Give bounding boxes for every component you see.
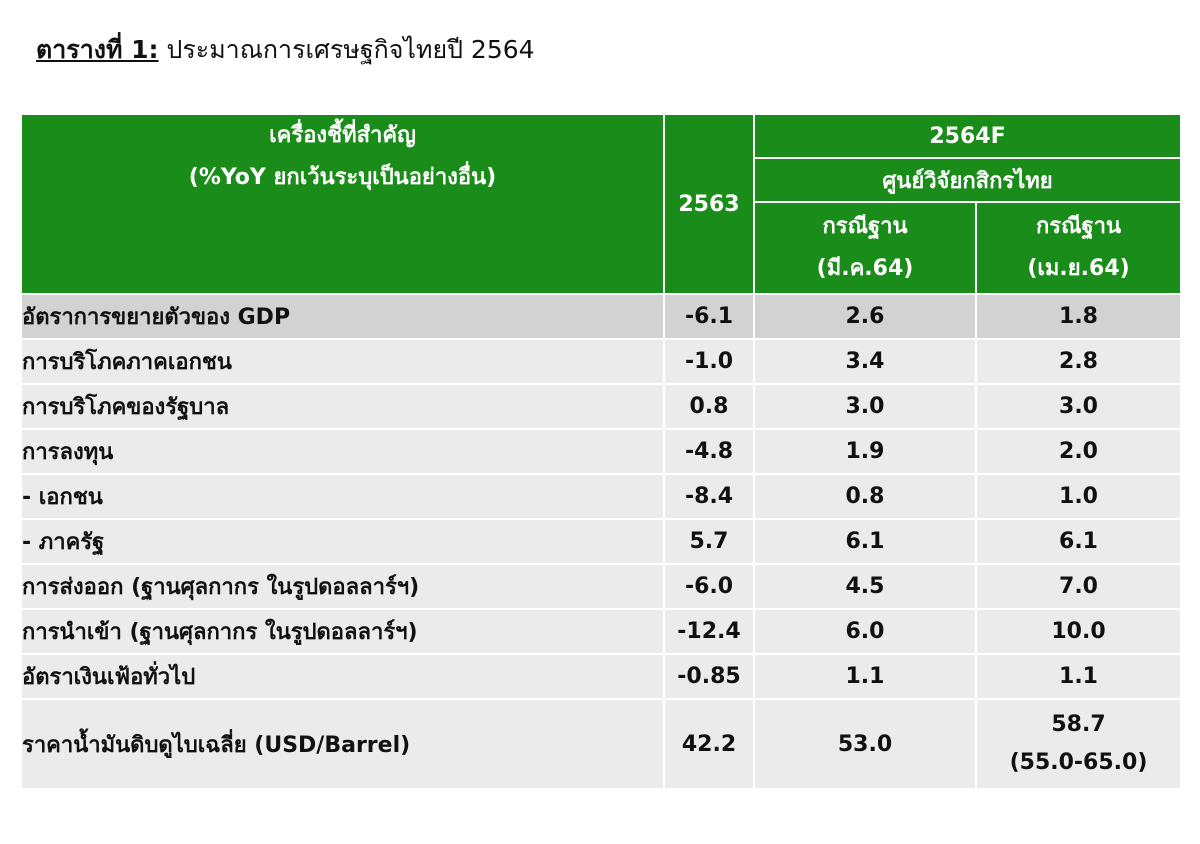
caption-text: ประมาณการเศรษฐกิจไทยปี 2564	[158, 35, 535, 64]
header-indicator: เครื่องชี้ที่สำคัญ (%YoY ยกเว้นระบุเป็นอ…	[20, 113, 665, 295]
cell-2563: -8.4	[663, 473, 755, 520]
cell-2563: -6.1	[663, 293, 755, 340]
cell-apr64: 1.0	[974, 473, 1183, 520]
header-forecast-2564f: 2564F	[752, 113, 1183, 159]
caption-label: ตารางที่ 1:	[36, 35, 159, 64]
row-label: ราคาน้ำมันดิบดูไบเฉลี่ย (USD/Barrel)	[20, 698, 665, 790]
row-label: - ภาครัฐ	[20, 518, 665, 565]
cell-2563: -0.85	[663, 653, 755, 700]
cell-apr64: 7.0	[974, 563, 1183, 610]
cell-mar64: 1.9	[753, 428, 977, 475]
row-label: การส่งออก (ฐานศุลกากร ในรูปดอลลาร์ฯ)	[20, 563, 665, 610]
cell-mar64: 3.4	[753, 338, 977, 385]
cell-apr64: 1.8	[974, 293, 1183, 340]
table-row: อัตราการขยายตัวของ GDP -6.1 2.6 1.8	[20, 293, 1183, 340]
row-label: อัตราการขยายตัวของ GDP	[20, 293, 665, 340]
header-case-mar64: กรณีฐาน (มี.ค.64)	[753, 201, 977, 295]
table-caption: ตารางที่ 1: ประมาณการเศรษฐกิจไทยปี 2564	[36, 30, 535, 70]
header-case-apr64: กรณีฐาน (เม.ย.64)	[974, 201, 1183, 295]
cell-2563: 42.2	[663, 698, 755, 790]
header-indicator-title: เครื่องชี้ที่สำคัญ	[269, 123, 416, 148]
header-year-2563: 2563	[663, 113, 755, 295]
table-row: อัตราเงินเฟ้อทั่วไป -0.85 1.1 1.1	[20, 653, 1183, 700]
cell-apr64: 3.0	[974, 383, 1183, 430]
cell-mar64: 1.1	[753, 653, 977, 700]
header-case-apr64-label: กรณีฐาน	[1035, 214, 1122, 239]
row-label: การนำเข้า (ฐานศุลกากร ในรูปดอลลาร์ฯ)	[20, 608, 665, 655]
row-label: การบริโภคของรัฐบาล	[20, 383, 665, 430]
header-case-mar64-date: (มี.ค.64)	[816, 256, 914, 281]
cell-mar64: 0.8	[753, 473, 977, 520]
cell-apr64: 58.7 (55.0-65.0)	[974, 698, 1183, 790]
cell-apr64-range: (55.0-65.0)	[1009, 750, 1148, 775]
cell-mar64: 6.0	[753, 608, 977, 655]
table-row: การลงทุน -4.8 1.9 2.0	[20, 428, 1183, 475]
cell-apr64: 1.1	[974, 653, 1183, 700]
table-row: การบริโภคภาคเอกชน -1.0 3.4 2.8	[20, 338, 1183, 385]
table-row: ราคาน้ำมันดิบดูไบเฉลี่ย (USD/Barrel) 42.…	[20, 698, 1183, 790]
row-label: - เอกชน	[20, 473, 665, 520]
cell-2563: 5.7	[663, 518, 755, 565]
table-row: - เอกชน -8.4 0.8 1.0	[20, 473, 1183, 520]
cell-apr64: 10.0	[974, 608, 1183, 655]
row-label: การลงทุน	[20, 428, 665, 475]
cell-apr64: 2.8	[974, 338, 1183, 385]
table-row: - ภาครัฐ 5.7 6.1 6.1	[20, 518, 1183, 565]
cell-apr64-value: 58.7	[1051, 712, 1106, 737]
cell-mar64: 4.5	[753, 563, 977, 610]
cell-mar64: 6.1	[753, 518, 977, 565]
row-label: การบริโภคภาคเอกชน	[20, 338, 665, 385]
header-case-mar64-label: กรณีฐาน	[822, 214, 908, 239]
row-label: อัตราเงินเฟ้อทั่วไป	[20, 653, 665, 700]
table-row: การบริโภคของรัฐบาล 0.8 3.0 3.0	[20, 383, 1183, 430]
header-case-apr64-date: (เม.ย.64)	[1027, 256, 1130, 281]
header-source: ศูนย์วิจัยกสิกรไทย	[752, 157, 1183, 203]
header-indicator-note: (%YoY ยกเว้นระบุเป็นอย่างอื่น)	[188, 165, 497, 190]
cell-apr64: 6.1	[974, 518, 1183, 565]
cell-2563: -1.0	[663, 338, 755, 385]
cell-mar64: 3.0	[753, 383, 977, 430]
cell-2563: 0.8	[663, 383, 755, 430]
cell-mar64: 53.0	[753, 698, 977, 790]
cell-mar64: 2.6	[753, 293, 977, 340]
cell-2563: -6.0	[663, 563, 755, 610]
cell-2563: -4.8	[663, 428, 755, 475]
cell-apr64: 2.0	[974, 428, 1183, 475]
table-row: การนำเข้า (ฐานศุลกากร ในรูปดอลลาร์ฯ) -12…	[20, 608, 1183, 655]
table-row: การส่งออก (ฐานศุลกากร ในรูปดอลลาร์ฯ) -6.…	[20, 563, 1183, 610]
economic-forecast-table: เครื่องชี้ที่สำคัญ (%YoY ยกเว้นระบุเป็นอ…	[20, 113, 1183, 790]
cell-2563: -12.4	[663, 608, 755, 655]
